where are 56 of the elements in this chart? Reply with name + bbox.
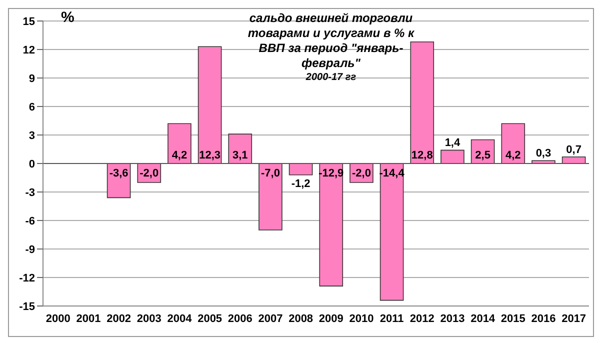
y-tick-label: 12 (22, 44, 35, 56)
x-tick-label: 2002 (106, 312, 132, 325)
data-label: 4,2 (505, 150, 521, 162)
data-label: 3,1 (232, 150, 248, 162)
text: 2000-17 гг (304, 71, 358, 84)
x-tick-label: 2017 (562, 312, 586, 325)
x-tick-label: 2016 (531, 312, 556, 325)
x-tick-label: 2009 (318, 312, 344, 325)
data-label: -2,0 (140, 168, 159, 180)
bar (440, 150, 464, 164)
bar (501, 123, 526, 164)
y-tick-label: 9 (28, 72, 35, 85)
data-label: 0,3 (536, 148, 552, 160)
x-tick-label: 2010 (349, 312, 374, 325)
bar (410, 42, 434, 164)
x-tick-label: 2008 (288, 312, 314, 325)
x-tick-label: 2013 (440, 312, 465, 325)
bar (198, 46, 222, 164)
bar (168, 123, 192, 164)
y-tick-label: -15 (19, 300, 35, 313)
data-label: -2,0 (352, 168, 371, 180)
y-tick-label: 6 (28, 101, 35, 114)
data-label: 4,2 (172, 150, 188, 162)
y-tick-label: -12 (19, 272, 35, 284)
data-label: 2,5 (475, 150, 490, 162)
x-tick-label: 2004 (167, 312, 193, 325)
x-tick-label: 2007 (258, 312, 283, 325)
x-tick-label: 2003 (136, 312, 162, 325)
data-label: 12,3 (199, 150, 221, 162)
x-tick-label: 2006 (228, 312, 252, 325)
data-label: 0,7 (566, 144, 582, 156)
y-tick-label: 3 (28, 130, 35, 142)
x-tick-label: 2011 (380, 312, 404, 325)
x-tick-label: 2014 (470, 312, 496, 325)
x-tick-label: 2012 (410, 312, 434, 325)
bar (288, 163, 313, 176)
y-tick-label: 15 (22, 16, 35, 28)
y-axis-title: % (61, 9, 74, 26)
x-tick-label: 2005 (198, 312, 222, 325)
data-label: -3,6 (109, 168, 128, 180)
bar (228, 134, 252, 164)
bar (258, 163, 282, 230)
bar (319, 163, 344, 286)
data-label: -1,2 (291, 178, 310, 190)
data-label: 1,4 (444, 137, 461, 150)
x-tick-label: 2015 (500, 312, 526, 325)
data-label: -7,0 (260, 168, 280, 180)
y-tick-label: 0 (28, 158, 35, 170)
text: сальдо внешней торговли товарами и услугами в % к ВВП за период "январь-февраль" (246, 11, 416, 71)
x-tick-label: 2000 (46, 312, 70, 325)
y-tick-label: -6 (25, 215, 35, 228)
bar (380, 163, 404, 301)
y-tick-label: -9 (25, 244, 35, 256)
x-tick-label: 2001 (76, 312, 101, 325)
y-tick-label: -3 (25, 186, 35, 199)
data-label: 12,8 (411, 150, 433, 162)
